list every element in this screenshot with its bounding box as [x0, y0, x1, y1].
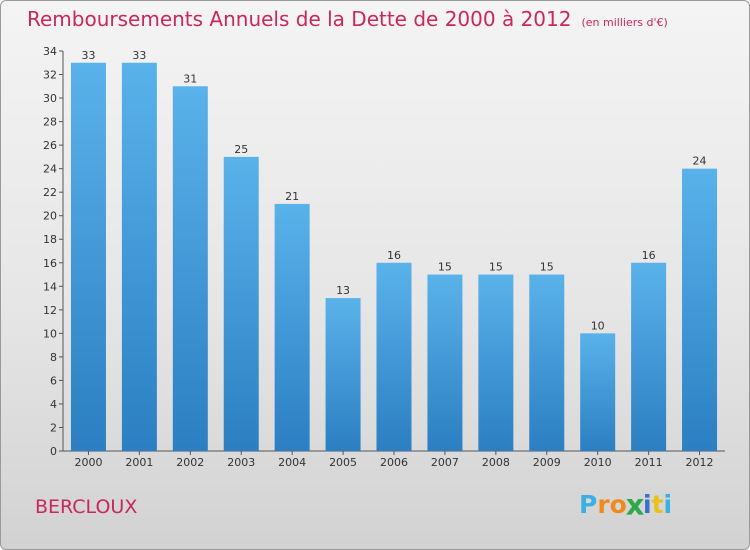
logo-letter: i — [643, 490, 652, 519]
y-tick-label: 16 — [43, 257, 57, 270]
y-tick-label: 4 — [50, 398, 57, 411]
title-block: Remboursements Annuels de la Dette de 20… — [27, 7, 668, 31]
bar-2006 — [376, 262, 412, 451]
bar-2008 — [478, 274, 514, 451]
y-tick-label: 0 — [50, 445, 57, 458]
x-tick-label-2001: 2001 — [125, 456, 153, 469]
data-label-2002: 31 — [183, 72, 197, 85]
y-tick-label: 14 — [43, 280, 57, 293]
bar-2009 — [529, 274, 565, 451]
data-label-2008: 15 — [489, 261, 503, 274]
data-label-2010: 10 — [591, 319, 605, 332]
data-label-2011: 16 — [642, 249, 656, 262]
logo-letter: P — [579, 490, 598, 519]
y-tick-label: 6 — [50, 374, 57, 387]
bar-2004 — [274, 203, 310, 451]
y-tick-label: 18 — [43, 233, 57, 246]
x-tick-label-2010: 2010 — [584, 456, 612, 469]
y-tick-label: 20 — [43, 210, 57, 223]
x-tick-label-2000: 2000 — [74, 456, 102, 469]
bar-2002 — [172, 86, 208, 451]
x-tick-label-2008: 2008 — [482, 456, 510, 469]
logo-letter: t — [651, 490, 664, 519]
data-label-2007: 15 — [438, 261, 452, 274]
y-tick-label: 32 — [43, 69, 57, 82]
bar-2005 — [325, 298, 361, 451]
proxiti-logo: Proxiti — [579, 487, 673, 522]
y-tick-label: 22 — [43, 186, 57, 199]
data-label-2004: 21 — [285, 190, 299, 203]
y-tick-label: 26 — [43, 139, 57, 152]
x-tick-label-2007: 2007 — [431, 456, 459, 469]
city-name: BERCLOUX — [35, 496, 138, 518]
chart-title: Remboursements Annuels de la Dette de 20… — [27, 7, 572, 31]
y-tick-label: 10 — [43, 327, 57, 340]
x-tick-label-2005: 2005 — [329, 456, 357, 469]
bar-2007 — [427, 274, 463, 451]
logo-letter: r — [597, 490, 610, 519]
bars — [70, 62, 718, 451]
bar-2010 — [580, 333, 616, 451]
y-tick-label: 12 — [43, 304, 57, 317]
y-tick-label: 24 — [43, 163, 57, 176]
chart-subtitle: (en milliers d'€) — [581, 16, 668, 29]
data-label-2009: 15 — [540, 261, 554, 274]
bar-2003 — [223, 156, 259, 451]
x-tick-label-2006: 2006 — [380, 456, 408, 469]
x-tick-label-2009: 2009 — [533, 456, 561, 469]
x-tick-label-2011: 2011 — [635, 456, 663, 469]
x-tick-label-2002: 2002 — [176, 456, 204, 469]
bar-2011 — [631, 262, 667, 451]
x-tick-label-2012: 2012 — [686, 456, 714, 469]
y-tick-label: 28 — [43, 116, 57, 129]
y-tick-label: 2 — [50, 421, 57, 434]
labels: 33 2000 33 2001 31 2002 25 2003 21 2004 13 2005 16 20… — [74, 49, 713, 469]
x-tick-label-2004: 2004 — [278, 456, 306, 469]
data-label-2012: 24 — [693, 155, 707, 168]
data-label-2003: 25 — [234, 143, 248, 156]
logo-letter: o — [609, 490, 627, 519]
data-label-2001: 33 — [132, 49, 146, 62]
y-tick-label: 8 — [50, 351, 57, 364]
bar-2001 — [121, 62, 157, 451]
bar-2012 — [682, 168, 718, 451]
y-tick-label: 30 — [43, 92, 57, 105]
y-tick-label: 34 — [43, 45, 57, 58]
data-label-2006: 16 — [387, 249, 401, 262]
logo-letter: i — [663, 490, 673, 519]
bar-2000 — [70, 62, 106, 451]
data-label-2000: 33 — [81, 49, 95, 62]
data-label-2005: 13 — [336, 284, 350, 297]
x-tick-label-2003: 2003 — [227, 456, 255, 469]
logo-letter: x — [625, 487, 645, 522]
